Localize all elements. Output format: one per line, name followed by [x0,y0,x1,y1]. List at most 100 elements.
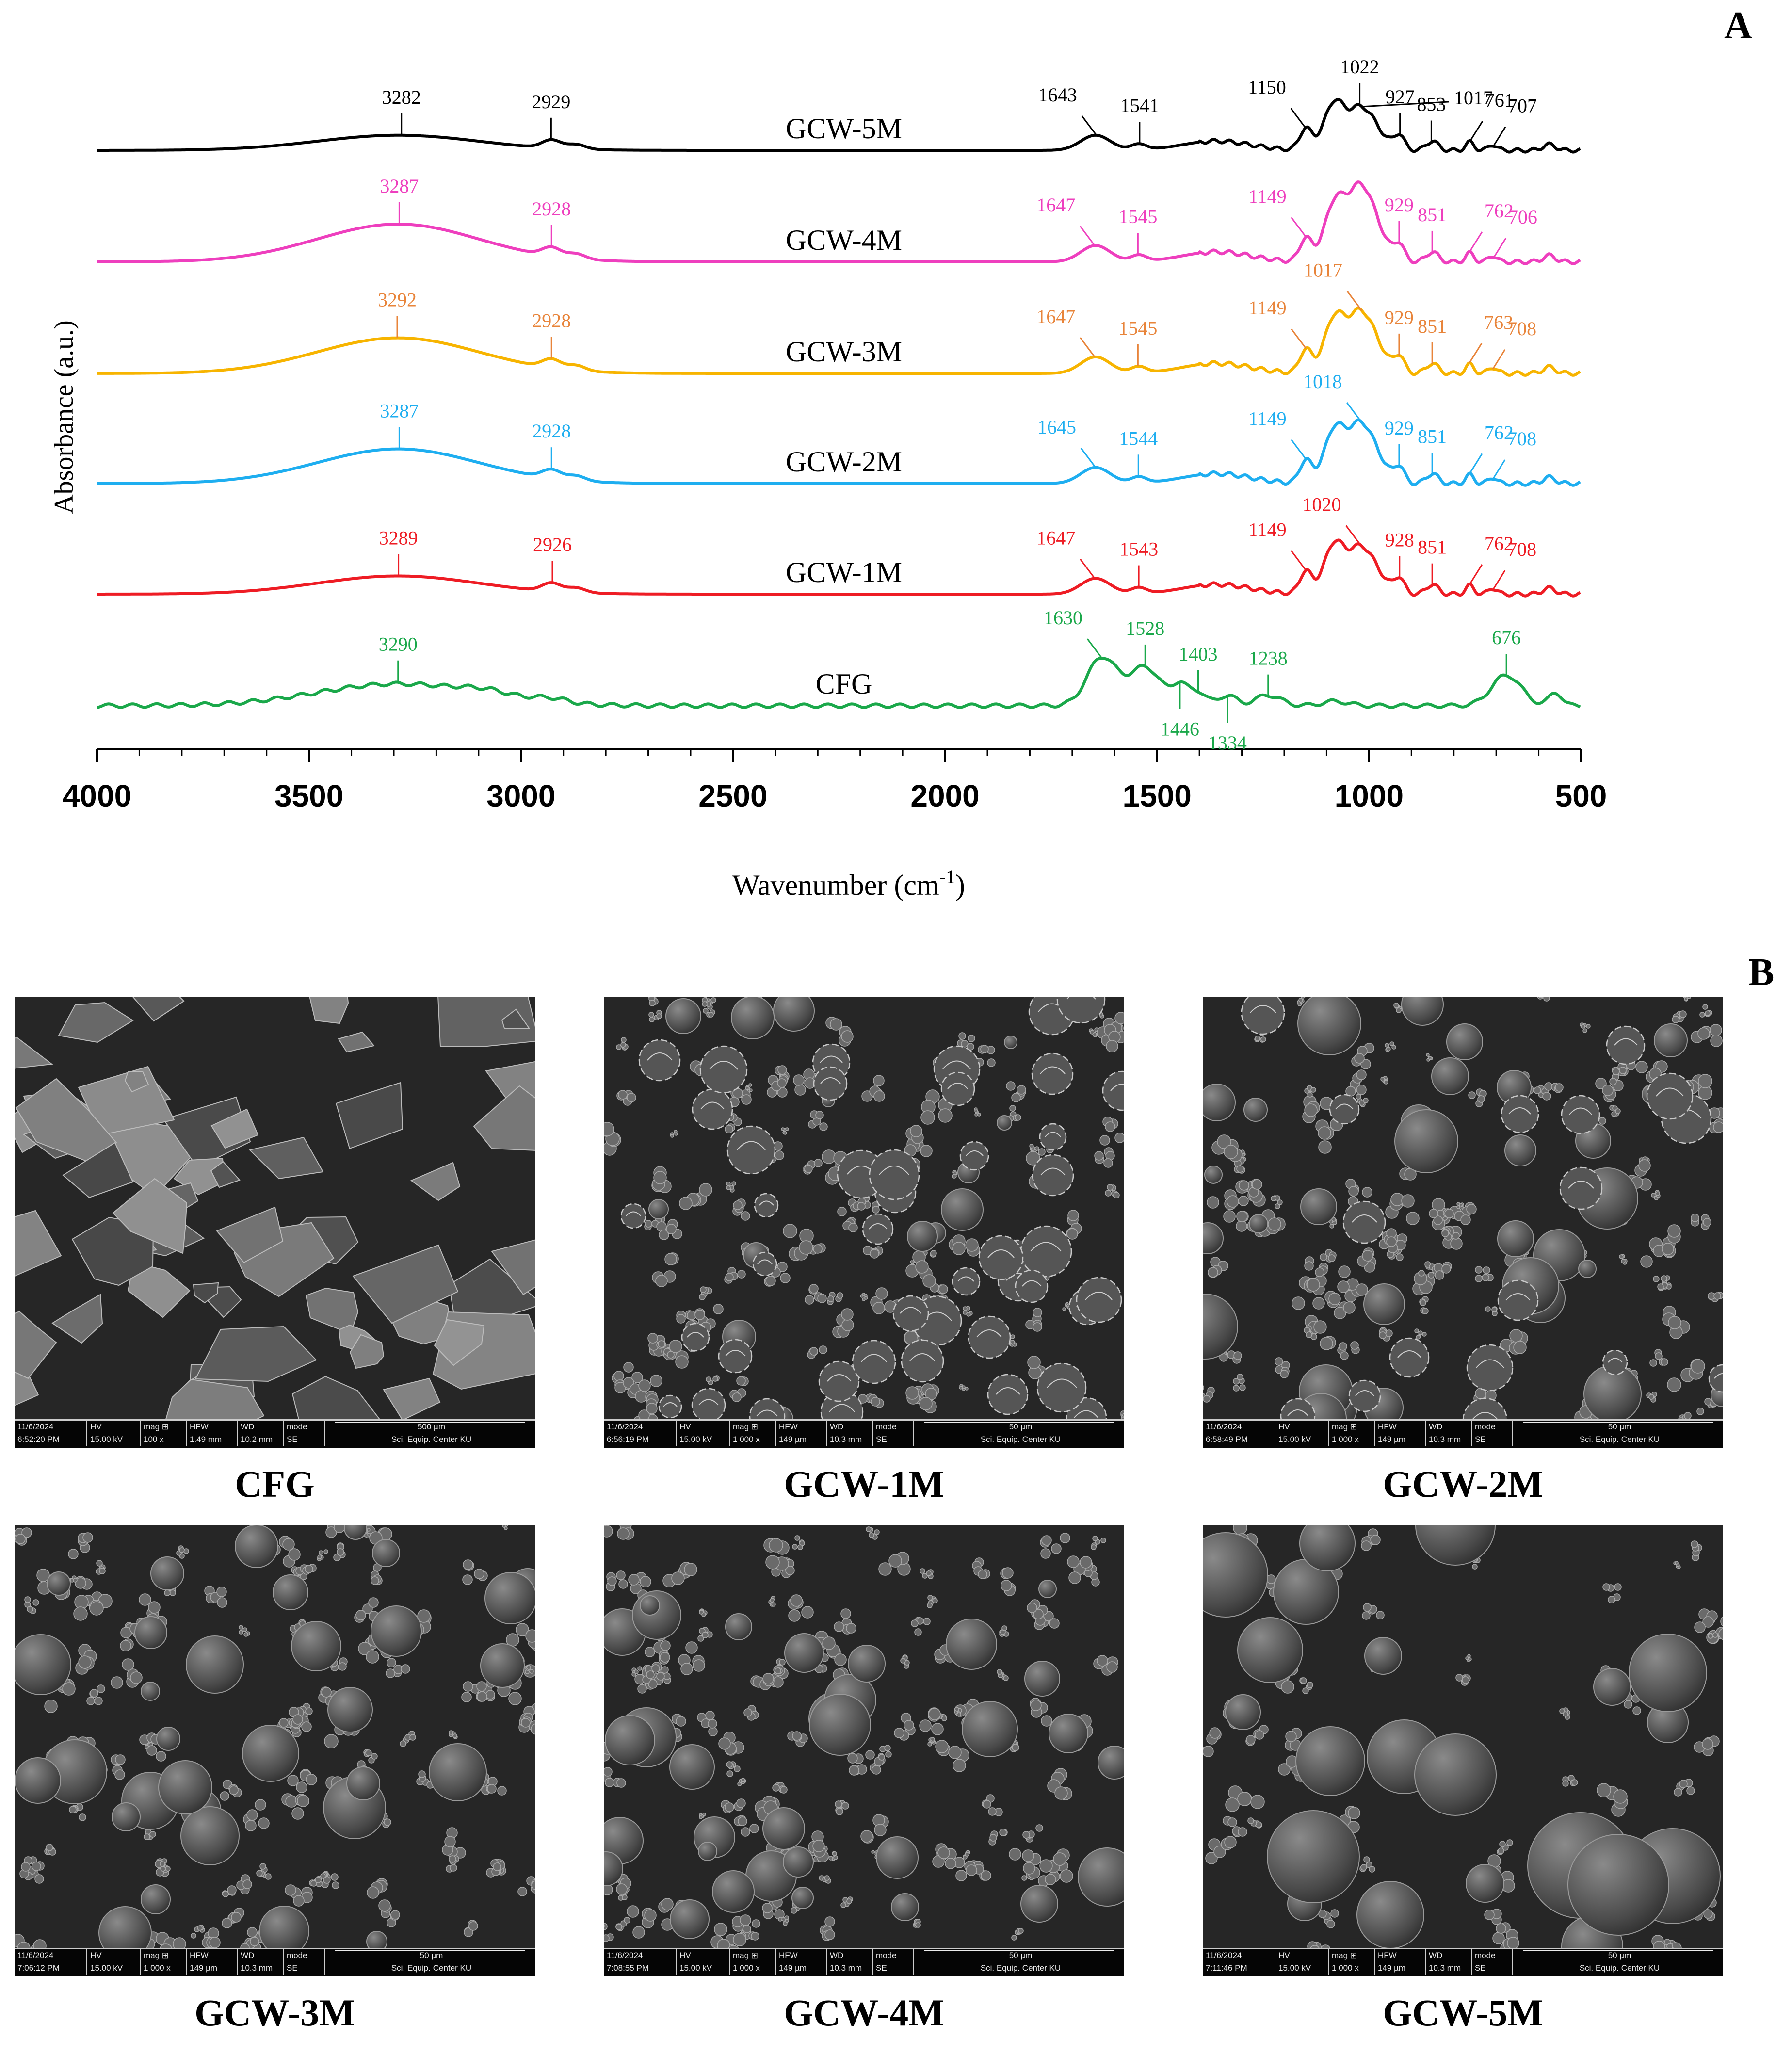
peak-label: 1149 [1248,185,1287,207]
particle-cluster [938,1284,948,1294]
particle-cluster [332,1881,339,1889]
particle-cluster [1597,1783,1611,1797]
particle-cluster [1320,1337,1333,1350]
particle-flake [349,1334,385,1369]
particle-cluster [1668,1316,1681,1329]
particle-cluster [1326,1920,1335,1928]
particle-sphere [158,1760,212,1814]
particle-fold [1030,1242,1062,1252]
particle-cluster [1278,1763,1291,1776]
ftir-chart: 4000 3500 3000 2500 2000 1500 1000 500 Wavenumbe… [49,56,1607,901]
particle-cluster [624,1917,630,1924]
particle-cluster [68,1549,79,1559]
particle-flake [335,1082,404,1149]
x-axis-label-tail: ) [955,869,965,901]
peak-label: 928 [1385,529,1414,550]
particle-cluster [450,1864,457,1872]
sem-info-cell: SE [1472,1962,1513,1975]
particle-cluster [783,1131,787,1135]
sem-scale-bar [335,1950,525,1951]
sem-info-cell: 15.00 kV [677,1433,730,1446]
particle-fold [1569,1107,1592,1115]
particle-fold [869,1223,888,1230]
particle-cluster [1209,1727,1221,1739]
sem-image-gcw-5m: 11/6/2024 HV mag ⊞ HFW WD mode 50 µm 7:11:46 PM… [1203,1525,1723,1976]
particle-sphere [1415,1525,1496,1566]
peak-marker [1469,453,1483,474]
particle-cluster [306,1774,317,1785]
particle-cluster [905,1386,919,1400]
particle-cluster [726,1770,733,1777]
particle-wrinkled [1559,1166,1603,1210]
particle-sphere [1578,1260,1597,1278]
sem-info-bar: 11/6/2024 HV mag ⊞ HFW WD mode 50 µm 7:11:46 PM… [1203,1948,1723,1976]
particle-cluster [279,1718,289,1728]
particle-cluster [449,1855,456,1863]
particle-sphere [784,1633,824,1673]
particle-sphere [480,1643,525,1688]
particle-sphere [1363,1283,1405,1325]
particle-cluster [1049,1618,1060,1629]
particle-cluster [1420,1299,1426,1306]
sem-info-cell: HFW [776,1421,827,1433]
particle-flake [210,1161,241,1188]
particle-cluster [401,1664,410,1674]
particle-wrinkled [658,1394,682,1419]
particle-cluster [745,1086,749,1090]
particle-cluster [736,1798,746,1808]
particle-fold [827,1374,852,1382]
particle-cluster [667,1351,675,1359]
series-gcw-1m: GCW-1M 3289 2926 1647 1543 1149 1020 928 851 7627… [97,494,1581,598]
particle-cluster [1203,1395,1211,1403]
particle-cluster [1710,1024,1722,1036]
particle-cluster [885,1751,892,1758]
particle-cluster [310,1880,317,1887]
particle-wrinkled [1501,1095,1539,1133]
peak-label: 851 [1418,204,1447,226]
particle-cluster [1635,1061,1648,1073]
sem-info-cell: mag ⊞ [1329,1949,1375,1962]
particle-sphere [1098,1746,1124,1780]
particle-cluster [358,1642,371,1655]
particle-flake [132,997,185,1022]
particle-cluster [319,1550,323,1555]
particle-cluster [1205,1852,1218,1864]
sem-info-cell: HFW [1375,1949,1426,1962]
particle-cluster [73,1606,88,1621]
panel-label-b: B [1748,951,1775,994]
particle-fold [737,1141,766,1150]
particle-fold [757,1259,773,1264]
particle-wrinkled [681,1323,710,1352]
particle-cluster [1710,1035,1723,1047]
sem-info-cell: SE [1472,1433,1513,1446]
particle-cluster [477,1691,487,1702]
particle-cluster [675,1355,689,1369]
particle-cluster [317,1554,322,1559]
particle-cluster [725,1125,733,1133]
particle-flake [309,997,349,1024]
particle-cluster [1343,1301,1356,1314]
particle-cluster [1225,1797,1240,1812]
particle-cluster [708,1012,714,1018]
particle-cluster [706,1376,711,1382]
particle-cluster [615,1924,622,1930]
sem-info-cell: WD [827,1421,873,1433]
particle-cluster [165,1866,171,1872]
particle-cluster [1416,1335,1421,1340]
particle-flake [473,1085,535,1151]
sem-image-cfg: 11/6/2024 HV mag ⊞ HFW WD mode 500 µm 6:52:20 P… [15,997,535,1448]
particle-cluster [160,1861,165,1867]
particle-cluster [1705,1010,1711,1016]
particle-cluster [738,1816,747,1826]
particle-cluster [772,1784,780,1792]
sem-info-cell: 1 000 x [730,1962,776,1975]
particle-wrinkled [813,1066,848,1101]
particle-cluster [1356,1283,1368,1296]
particle-cluster [1703,1909,1713,1919]
particle-cluster [637,1684,647,1694]
particle-cluster [638,1409,650,1421]
particle-sphere [783,1846,814,1878]
particle-cluster [703,1008,709,1014]
particle-sphere [15,1757,61,1804]
particle-flake [15,1311,57,1379]
